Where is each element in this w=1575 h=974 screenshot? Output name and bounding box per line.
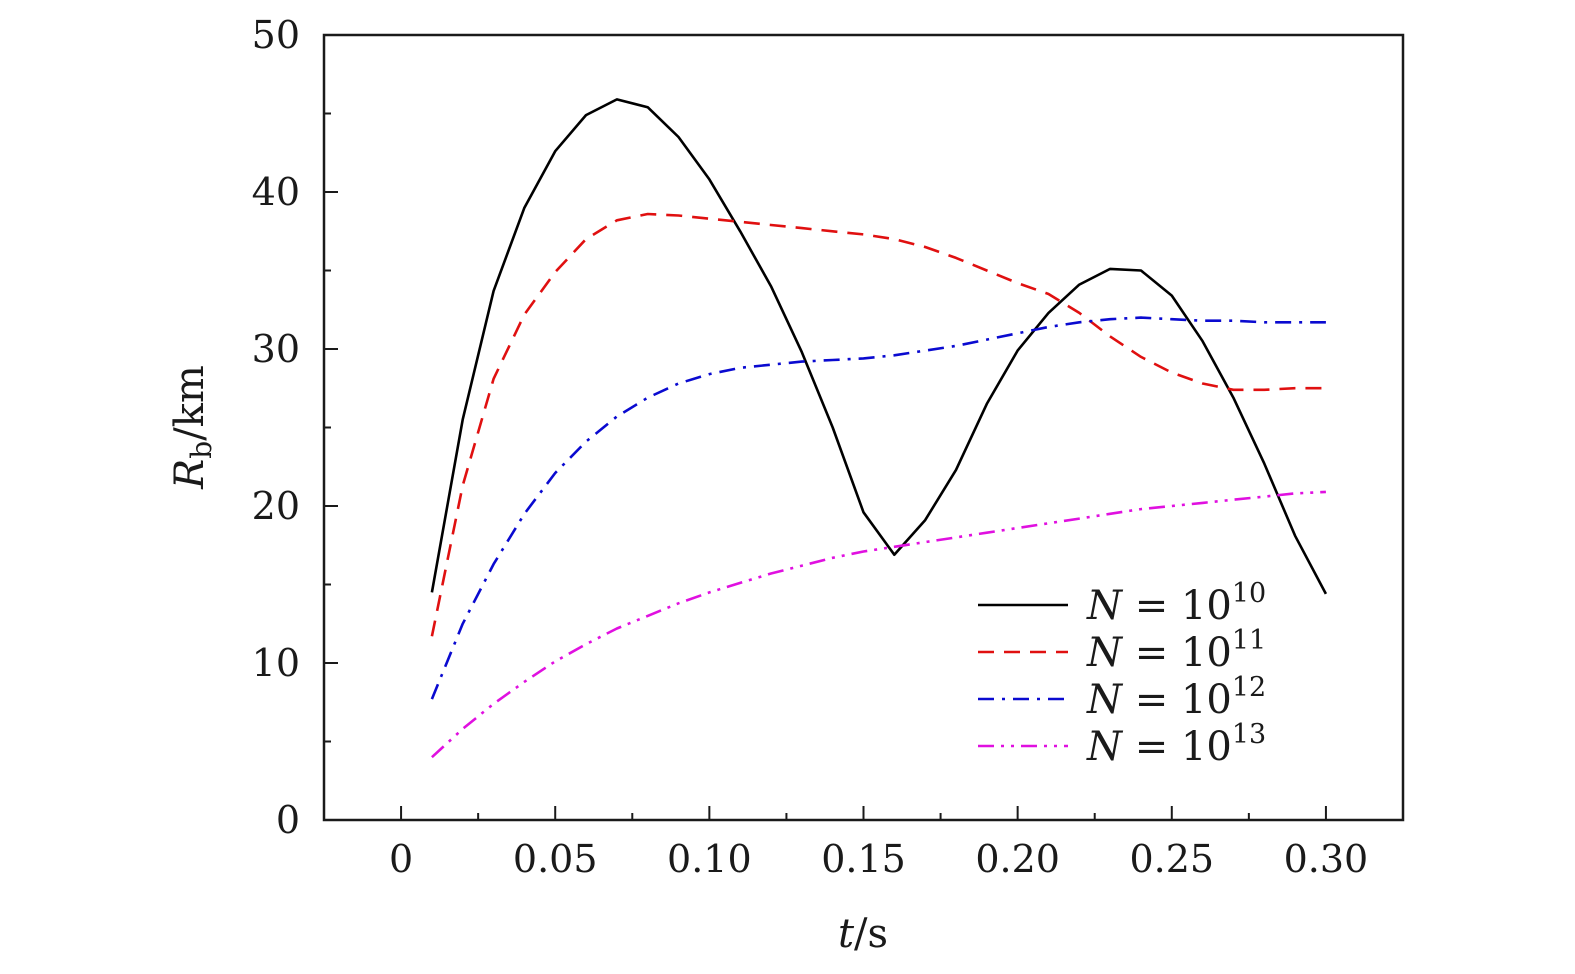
y-axis-label: Rb/km [167, 365, 218, 490]
y-tick-label: 10 [252, 641, 300, 685]
x-tick-label: 0.15 [821, 837, 906, 881]
y-tick-label: 30 [252, 327, 300, 371]
series-line-4 [431, 490, 1326, 759]
y-tick-label: 50 [252, 13, 300, 57]
legend-label-3: N = 1012 [1086, 672, 1266, 723]
y-tick-label: 20 [252, 484, 300, 528]
series-line-3 [430, 316, 1326, 700]
legend-label-2: N = 1011 [1086, 625, 1266, 676]
x-tick-label: 0.10 [667, 837, 752, 881]
legend-label-4: N = 1013 [1086, 719, 1266, 770]
labels-layer: 0 0.05 0.10 0.15 0.20 0.25 0.30 0 10 20 30 40 50 [252, 13, 1369, 881]
y-tick-label: 40 [252, 170, 300, 214]
x-tick-label: 0.05 [513, 837, 598, 881]
x-tick-label: 0.20 [975, 837, 1060, 881]
series-layer [430, 98, 1328, 759]
series-line-1 [430, 98, 1328, 595]
legend-label-1: N = 1010 [1086, 578, 1266, 629]
x-tick-label: 0.25 [1129, 837, 1214, 881]
x-axis-label: t/s [838, 911, 888, 957]
ticks-layer [324, 34, 1327, 821]
y-tick-label: 0 [276, 798, 300, 842]
x-tick-label: 0 [389, 837, 413, 881]
x-tick-label: 0.30 [1284, 837, 1369, 881]
series-line-2 [430, 212, 1326, 637]
